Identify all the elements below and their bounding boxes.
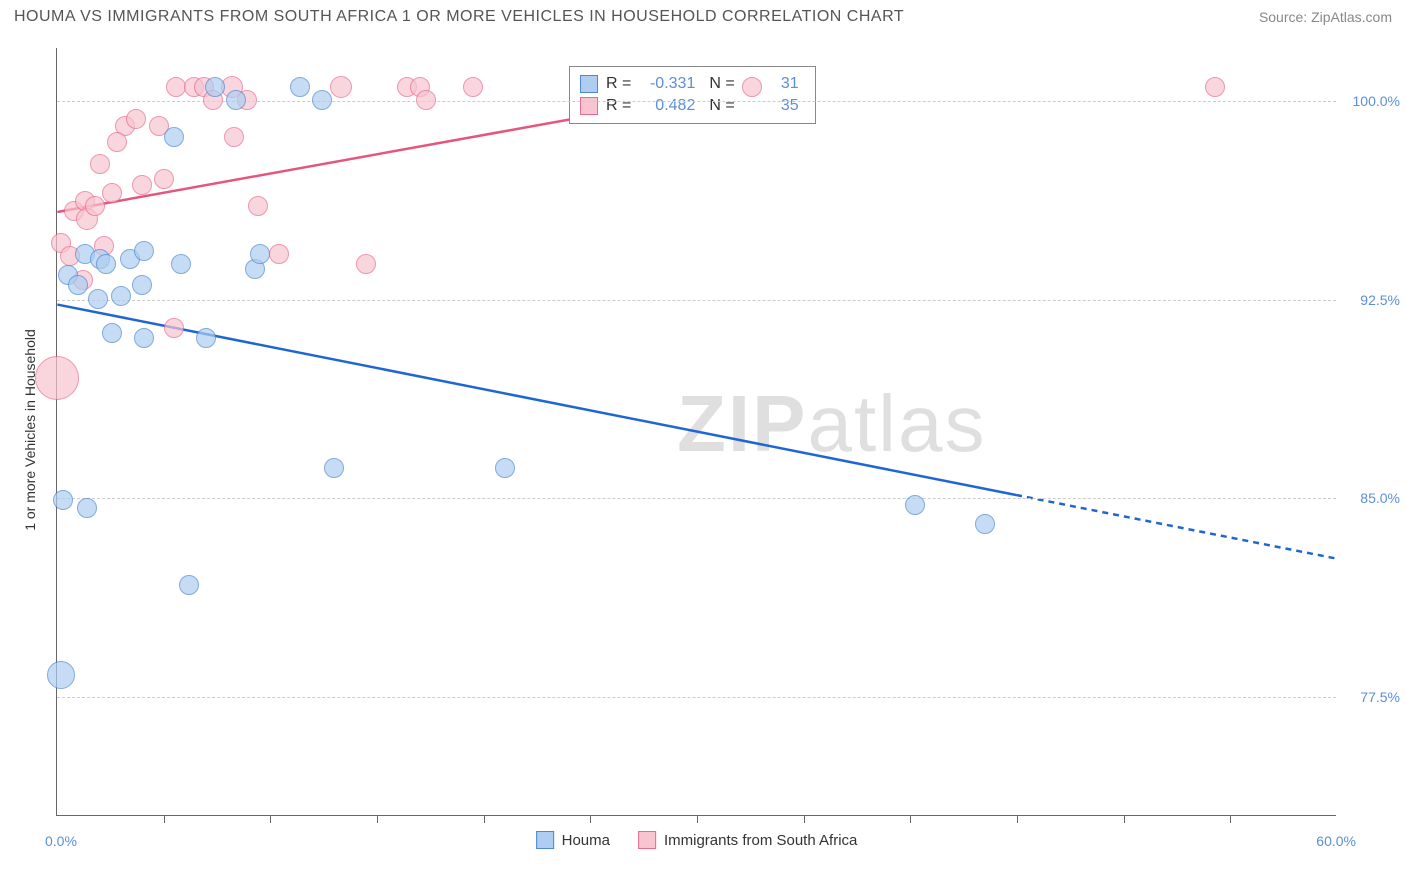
- x-max-label: 60.0%: [1316, 833, 1356, 849]
- scatter-point-b: [102, 183, 122, 203]
- scatter-point-b: [35, 356, 79, 400]
- r-value-a: -0.331: [639, 75, 701, 93]
- scatter-point-b: [1205, 77, 1225, 97]
- y-tick-label: 85.0%: [1360, 490, 1400, 506]
- scatter-point-a: [226, 90, 246, 110]
- y-axis-title: 1 or more Vehicles in Household: [22, 329, 38, 531]
- stats-box: R = -0.331 N = 31 R = 0.482 N = 35: [569, 66, 816, 124]
- legend-label-a: Houma: [562, 832, 610, 849]
- scatter-point-a: [134, 328, 154, 348]
- x-tick: [1230, 815, 1231, 823]
- scatter-point-a: [324, 458, 344, 478]
- scatter-point-b: [224, 127, 244, 147]
- n-value-b: 35: [743, 97, 805, 115]
- scatter-point-b: [107, 132, 127, 152]
- scatter-point-b: [330, 76, 352, 98]
- scatter-point-b: [356, 254, 376, 274]
- legend-label-b: Immigrants from South Africa: [664, 832, 857, 849]
- x-tick: [697, 815, 698, 823]
- trendlines-svg: [57, 48, 1336, 815]
- x-tick: [804, 815, 805, 823]
- x-min-label: 0.0%: [45, 833, 77, 849]
- r-value-b: 0.482: [639, 97, 701, 115]
- x-tick: [1124, 815, 1125, 823]
- scatter-point-a: [164, 127, 184, 147]
- swatch-houma: [580, 75, 598, 93]
- scatter-point-a: [495, 458, 515, 478]
- scatter-point-a: [111, 286, 131, 306]
- scatter-point-a: [68, 275, 88, 295]
- scatter-point-a: [312, 90, 332, 110]
- scatter-point-b: [248, 196, 268, 216]
- source-label: Source: ZipAtlas.com: [1259, 9, 1392, 25]
- scatter-point-b: [132, 175, 152, 195]
- legend-item-a: Houma: [536, 831, 610, 849]
- gridline: [57, 498, 1336, 499]
- watermark: ZIPatlas: [677, 378, 986, 470]
- scatter-point-a: [53, 490, 73, 510]
- gridline: [57, 697, 1336, 698]
- n-label: N =: [709, 97, 734, 115]
- scatter-point-a: [196, 328, 216, 348]
- scatter-point-a: [171, 254, 191, 274]
- scatter-point-a: [205, 77, 225, 97]
- y-tick-label: 77.5%: [1360, 689, 1400, 705]
- legend-swatch-houma: [536, 831, 554, 849]
- x-tick: [270, 815, 271, 823]
- scatter-point-a: [179, 575, 199, 595]
- x-tick: [484, 815, 485, 823]
- scatter-point-a: [88, 289, 108, 309]
- legend-item-b: Immigrants from South Africa: [638, 831, 857, 849]
- gridline: [57, 300, 1336, 301]
- r-label: R =: [606, 75, 631, 93]
- scatter-point-b: [90, 154, 110, 174]
- scatter-point-a: [132, 275, 152, 295]
- swatch-immigrants: [580, 97, 598, 115]
- x-tick: [377, 815, 378, 823]
- scatter-point-b: [164, 318, 184, 338]
- bottom-legend: Houma Immigrants from South Africa: [536, 831, 858, 849]
- scatter-point-b: [742, 77, 762, 97]
- scatter-point-a: [250, 244, 270, 264]
- x-tick: [590, 815, 591, 823]
- scatter-point-b: [269, 244, 289, 264]
- scatter-point-b: [126, 109, 146, 129]
- scatter-point-b: [416, 90, 436, 110]
- stats-row-a: R = -0.331 N = 31: [580, 73, 805, 95]
- scatter-point-a: [96, 254, 116, 274]
- r-label: R =: [606, 97, 631, 115]
- x-tick: [164, 815, 165, 823]
- stats-row-b: R = 0.482 N = 35: [580, 95, 805, 117]
- scatter-point-b: [154, 169, 174, 189]
- scatter-point-b: [85, 196, 105, 216]
- plot-area: ZIPatlas R = -0.331 N = 31 R = 0.482 N =…: [56, 48, 1336, 816]
- legend-swatch-immigrants: [638, 831, 656, 849]
- scatter-point-a: [290, 77, 310, 97]
- scatter-point-a: [102, 323, 122, 343]
- scatter-point-a: [134, 241, 154, 261]
- y-tick-label: 100.0%: [1353, 93, 1400, 109]
- scatter-point-a: [47, 661, 75, 689]
- x-tick: [910, 815, 911, 823]
- y-tick-label: 92.5%: [1360, 292, 1400, 308]
- scatter-point-b: [463, 77, 483, 97]
- scatter-point-a: [905, 495, 925, 515]
- x-tick: [1017, 815, 1018, 823]
- n-label: N =: [709, 75, 734, 93]
- scatter-point-a: [77, 498, 97, 518]
- chart-title: HOUMA VS IMMIGRANTS FROM SOUTH AFRICA 1 …: [14, 8, 904, 26]
- scatter-point-a: [975, 514, 995, 534]
